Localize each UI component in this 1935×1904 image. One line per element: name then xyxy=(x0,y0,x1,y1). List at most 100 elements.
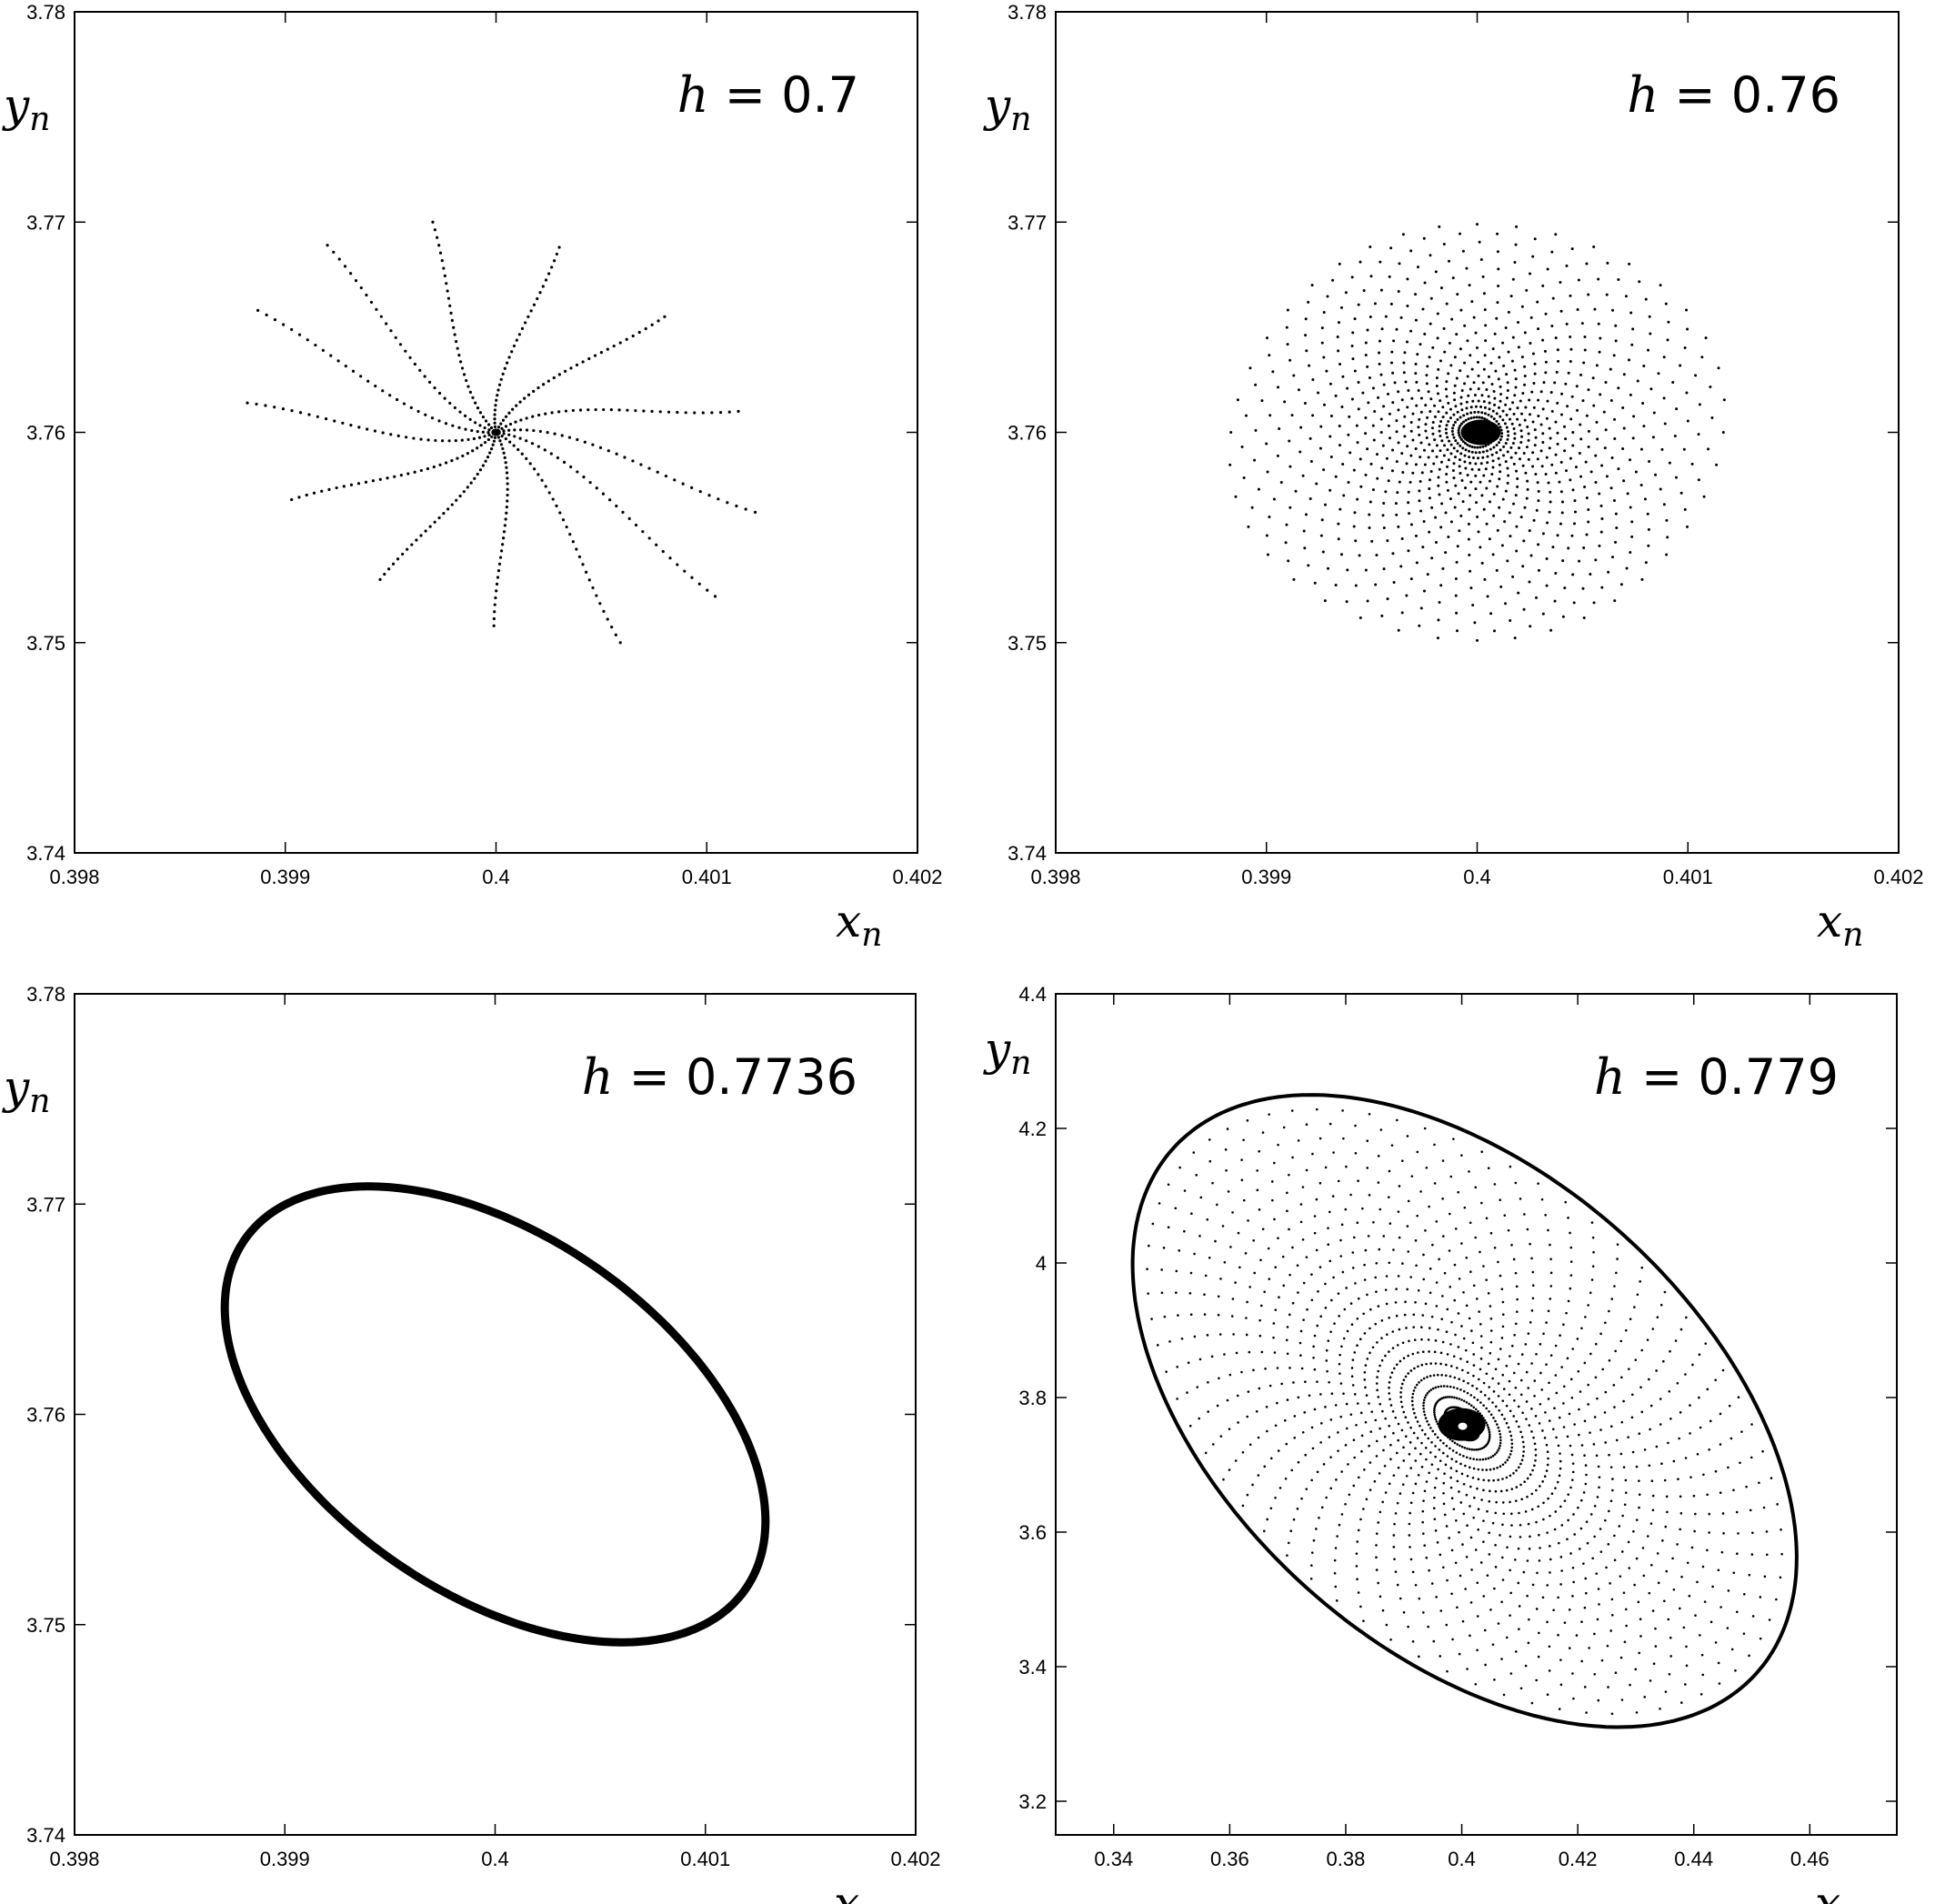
data-point xyxy=(1666,338,1669,342)
data-point xyxy=(1446,1396,1449,1398)
data-point xyxy=(1456,1606,1459,1609)
data-point xyxy=(1516,417,1519,421)
data-point xyxy=(1385,1275,1389,1278)
data-point xyxy=(1729,1437,1733,1440)
data-point xyxy=(1409,454,1413,457)
data-point xyxy=(1515,225,1519,228)
data-point xyxy=(1356,1318,1359,1320)
data-point xyxy=(1639,1635,1642,1638)
data-point xyxy=(1546,1463,1549,1467)
data-point xyxy=(1488,401,1491,405)
data-point xyxy=(1519,1378,1523,1382)
data-point xyxy=(1628,1567,1631,1569)
data-point xyxy=(1151,1222,1155,1226)
data-point xyxy=(444,422,448,426)
data-point xyxy=(1512,462,1516,466)
data-point xyxy=(1402,361,1406,365)
data-point xyxy=(1735,1610,1739,1614)
data-point xyxy=(553,432,556,436)
data-point xyxy=(1514,377,1518,381)
data-point xyxy=(1483,354,1487,357)
data-point xyxy=(713,595,717,598)
data-point xyxy=(1421,1314,1425,1317)
data-point xyxy=(1450,1497,1454,1499)
data-point xyxy=(1633,1583,1636,1587)
data-point xyxy=(1750,1456,1753,1459)
data-point xyxy=(451,424,455,427)
data-point xyxy=(1452,476,1456,480)
data-point xyxy=(668,556,672,560)
data-point xyxy=(1389,246,1393,250)
data-point xyxy=(524,321,527,325)
data-point xyxy=(1422,1611,1425,1614)
data-point xyxy=(1175,1291,1178,1295)
data-point xyxy=(1595,420,1599,424)
data-point xyxy=(1446,1669,1449,1673)
data-point xyxy=(450,503,454,506)
data-point xyxy=(1519,429,1523,433)
data-point xyxy=(487,428,491,432)
data-point xyxy=(663,315,667,318)
data-point xyxy=(1356,1402,1359,1405)
data-point xyxy=(1514,1181,1518,1185)
data-point xyxy=(1265,442,1268,446)
data-point xyxy=(1742,1632,1746,1635)
parameter-label: h = 0.779 xyxy=(1594,1048,1839,1106)
data-point xyxy=(1598,544,1601,547)
data-point xyxy=(1424,1228,1427,1232)
data-point xyxy=(1490,382,1494,386)
data-point xyxy=(1357,407,1360,411)
data-point xyxy=(398,343,403,346)
data-point xyxy=(1279,480,1283,484)
data-point xyxy=(492,439,496,443)
data-point xyxy=(1491,347,1495,351)
data-point xyxy=(1510,1524,1513,1527)
data-point xyxy=(1538,1533,1540,1537)
data-point xyxy=(1339,1415,1343,1418)
data-point xyxy=(1472,1467,1476,1470)
data-point xyxy=(587,578,591,582)
data-point xyxy=(1433,404,1437,407)
data-point xyxy=(1539,1371,1542,1375)
data-point xyxy=(1668,1389,1671,1393)
data-point xyxy=(1359,260,1362,264)
data-point xyxy=(1359,1411,1363,1415)
data-point xyxy=(416,409,420,414)
data-point xyxy=(1593,307,1597,311)
data-point xyxy=(1474,451,1478,455)
data-point xyxy=(1376,1341,1379,1344)
data-point xyxy=(493,603,496,606)
data-point xyxy=(1515,469,1519,473)
data-point xyxy=(1509,407,1512,411)
data-point xyxy=(512,444,516,447)
data-point xyxy=(1341,463,1345,466)
data-point xyxy=(1310,1426,1314,1429)
data-point xyxy=(1560,1366,1563,1368)
data-point xyxy=(1344,1502,1347,1506)
data-point xyxy=(581,563,585,566)
data-point xyxy=(474,421,477,425)
data-point xyxy=(1427,456,1430,459)
data-point xyxy=(1225,1169,1228,1172)
data-point xyxy=(1537,1182,1539,1185)
data-point xyxy=(1499,1534,1501,1537)
data-point xyxy=(1452,1508,1456,1511)
data-point xyxy=(583,440,587,444)
data-point xyxy=(1442,326,1446,330)
data-point xyxy=(1579,423,1582,426)
data-point xyxy=(478,424,482,427)
data-point xyxy=(1455,611,1459,615)
data-point xyxy=(1406,277,1409,281)
data-point xyxy=(1476,360,1479,364)
data-point xyxy=(424,413,427,416)
data-point xyxy=(1450,1548,1454,1552)
data-point xyxy=(493,425,497,428)
data-point xyxy=(1680,1575,1683,1578)
data-point xyxy=(1395,460,1399,464)
data-point xyxy=(1524,1510,1528,1513)
data-point xyxy=(1439,399,1442,403)
data-point xyxy=(1474,487,1478,491)
data-point xyxy=(1461,1619,1465,1623)
data-point xyxy=(1494,1566,1498,1568)
data-point xyxy=(1467,394,1470,397)
